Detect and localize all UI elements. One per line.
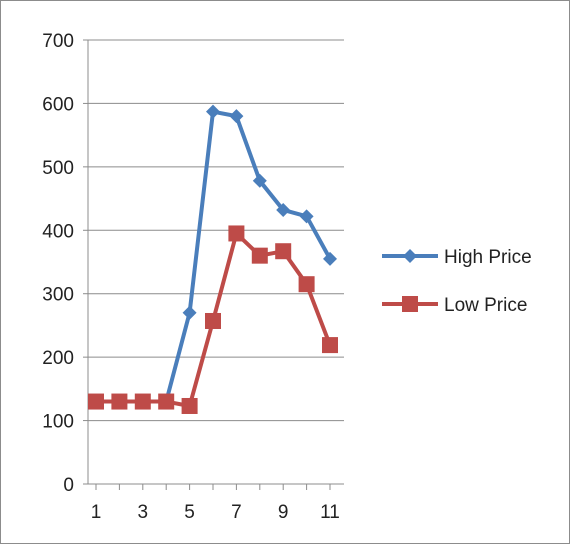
series-high-price <box>89 104 337 409</box>
data-point-square <box>158 393 175 410</box>
data-point-diamond <box>206 104 220 119</box>
data-point-square <box>275 243 292 260</box>
y-tick-label: 400 <box>42 221 74 242</box>
x-tick-label: 11 <box>320 502 340 523</box>
y-tick-label: 500 <box>42 158 74 179</box>
series-low-price <box>88 225 338 414</box>
data-point-square <box>134 393 151 410</box>
x-tick-label: 9 <box>278 502 289 523</box>
data-point-square <box>298 276 315 293</box>
y-tick-label: 100 <box>42 412 74 433</box>
y-tick-label: 300 <box>42 285 74 306</box>
gridlines <box>88 39 344 422</box>
series-layer <box>88 104 338 414</box>
x-tick-label: 7 <box>231 502 242 523</box>
data-point-square <box>111 393 128 410</box>
data-point-diamond <box>229 109 244 124</box>
legend-marker-square <box>402 296 418 312</box>
legend-label: Low Price <box>444 295 527 316</box>
y-tick-label: 0 <box>63 475 74 496</box>
data-point-square <box>322 337 338 354</box>
data-point-square <box>251 247 268 264</box>
data-point-square <box>88 393 104 410</box>
series-line <box>96 109 332 404</box>
legend-item: Low Price <box>382 295 527 316</box>
x-tick-label: 3 <box>138 502 149 523</box>
y-tick-label: 600 <box>42 94 74 115</box>
legend-label: High Price <box>444 247 532 268</box>
x-axis-ticks: 1 3 5 7 9 11 <box>91 484 340 523</box>
x-tick-label: 1 <box>91 502 102 523</box>
x-tick-label: 5 <box>184 502 195 523</box>
data-point-square <box>228 225 245 242</box>
legend: High Price Low Price <box>382 247 532 316</box>
data-point-diamond <box>299 209 314 224</box>
data-point-diamond <box>182 305 197 320</box>
axes <box>87 40 344 485</box>
data-point-diamond <box>252 173 267 188</box>
data-point-square <box>181 397 198 414</box>
y-tick-label: 200 <box>42 348 74 369</box>
data-point-square <box>205 312 221 329</box>
legend-item: High Price <box>382 247 532 268</box>
data-point-diamond <box>276 202 291 217</box>
data-point-diamond <box>323 251 337 266</box>
legend-marker-diamond <box>403 249 417 263</box>
y-tick-label: 700 <box>42 31 74 52</box>
y-axis-ticks: 0 100 200 300 400 500 600 700 <box>42 31 88 496</box>
